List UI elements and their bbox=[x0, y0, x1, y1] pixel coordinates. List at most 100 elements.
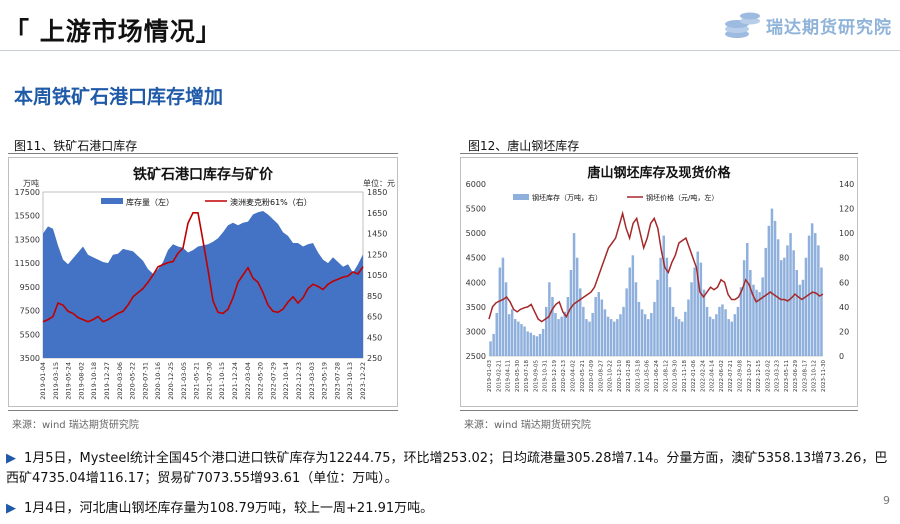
inventory-bar bbox=[625, 288, 628, 356]
inventory-bar bbox=[582, 306, 585, 356]
x-tick: 2020-12-10 bbox=[617, 360, 623, 392]
y-tick-right: 40 bbox=[839, 303, 849, 312]
x-tick: 2022-12-23 bbox=[295, 362, 303, 400]
inventory-bar bbox=[810, 223, 814, 356]
inventory-bar bbox=[749, 270, 752, 356]
x-tick: 2020-08-27 bbox=[598, 360, 604, 392]
y-tick-right: 650 bbox=[367, 313, 382, 322]
figure-1-rule bbox=[8, 153, 398, 154]
x-tick: 2019-03-15 bbox=[52, 362, 60, 400]
x-tick: 2022-10-27 bbox=[747, 360, 753, 392]
y-tick-left: 9500 bbox=[20, 283, 40, 292]
y-tick-right: 450 bbox=[367, 333, 382, 342]
y-tick-left: 15500 bbox=[15, 212, 40, 221]
inventory-bar bbox=[517, 321, 520, 356]
inventory-bar bbox=[690, 282, 693, 356]
inventory-bar bbox=[560, 316, 563, 356]
y-tick-right: 1450 bbox=[367, 230, 387, 239]
inventory-bar bbox=[705, 306, 709, 356]
page-subtitle: 本周铁矿石港口库存增加 bbox=[14, 86, 224, 108]
y-tick-left: 2500 bbox=[466, 352, 486, 361]
x-tick: 2019-12-27 bbox=[103, 362, 111, 400]
figure-1-source: 来源：wind 瑞达期货研究院 bbox=[12, 420, 139, 431]
inventory-bar bbox=[532, 335, 536, 356]
inventory-bar bbox=[523, 326, 526, 356]
inventory-bar bbox=[600, 299, 604, 356]
x-tick: 2021-05-06 bbox=[645, 360, 651, 392]
inventory-bar bbox=[631, 255, 635, 356]
inventory-bar bbox=[535, 336, 539, 356]
inventory-bar bbox=[495, 313, 498, 356]
x-tick: 2021-03-05 bbox=[180, 362, 188, 400]
inventory-bar bbox=[643, 314, 647, 356]
inventory-bar bbox=[566, 297, 570, 356]
section-title: 「 上游市场情况」 bbox=[4, 17, 222, 46]
inventory-bar bbox=[613, 321, 616, 356]
x-tick: 2023-03-23 bbox=[775, 360, 781, 392]
inventory-bar bbox=[597, 292, 600, 356]
y-tick-right: 250 bbox=[367, 354, 382, 363]
inventory-bar bbox=[628, 267, 631, 356]
inventory-bar bbox=[693, 267, 696, 356]
x-tick: 2023-10-13 bbox=[346, 362, 354, 400]
x-tick: 2019-07-18 bbox=[524, 360, 530, 392]
y-tick-left: 5500 bbox=[20, 330, 40, 339]
y-tick-left: 5500 bbox=[466, 205, 486, 214]
y-tick-right: 0 bbox=[839, 352, 844, 361]
x-tick: 2019-01-04 bbox=[39, 362, 47, 400]
x-tick: 2023-06-29 bbox=[793, 360, 799, 392]
right-unit: 单位：元 bbox=[363, 178, 395, 188]
x-tick: 2021-03-18 bbox=[635, 360, 641, 392]
x-tick: 2020-07-09 bbox=[589, 360, 595, 392]
inventory-bar bbox=[507, 314, 511, 356]
chart-billet-svg: 唐山钢坯库存及现货价格 6000 5500 5000 4500 4000 3500 3000 2… bbox=[466, 165, 855, 392]
legend-label-area: 库存量（左） bbox=[126, 197, 174, 207]
inventory-bar bbox=[789, 233, 792, 356]
y-tick-left: 13500 bbox=[15, 235, 40, 244]
inventory-bar bbox=[498, 267, 502, 356]
x-tick: 2022-01-06 bbox=[691, 360, 697, 392]
inventory-bar bbox=[801, 279, 805, 356]
inventory-bar bbox=[575, 257, 579, 356]
inventory-bar bbox=[665, 257, 669, 356]
x-tick: 2022-12-15 bbox=[756, 360, 762, 392]
inventory-bar bbox=[755, 289, 758, 356]
inventory-bar bbox=[780, 260, 783, 356]
x-tick: 2021-09-30 bbox=[673, 360, 679, 392]
x-tick: 2019-02-21 bbox=[496, 360, 502, 392]
inventory-bar bbox=[770, 208, 774, 356]
legend-label-line: 钢坯价格（元/吨，左） bbox=[646, 193, 718, 202]
y-tick-left: 3000 bbox=[466, 327, 486, 336]
inventory-bar bbox=[569, 270, 573, 356]
x-tick: 2019-10-18 bbox=[90, 362, 98, 400]
x-tick: 2019-04-11 bbox=[506, 360, 512, 392]
x-tick: 2021-11-18 bbox=[682, 360, 688, 392]
inventory-bar bbox=[699, 262, 703, 356]
inventory-bar bbox=[715, 314, 718, 356]
y-tick-left: 7500 bbox=[20, 307, 40, 316]
y-tick-left: 4500 bbox=[466, 254, 486, 263]
inventory-bar bbox=[572, 233, 576, 356]
bullet-iron-ore: ▶ 1月5日，Mysteel统计全国45个港口进口铁矿库存为12244.75，环比… bbox=[6, 449, 894, 489]
inventory-bar bbox=[579, 288, 582, 356]
inventory-bar bbox=[721, 304, 724, 356]
inventory-bar bbox=[752, 284, 755, 356]
x-tick: 2021-07-30 bbox=[205, 362, 213, 400]
figure-2-source: 来源：wind 瑞达期货研究院 bbox=[464, 420, 591, 431]
x-tick: 2023-07-28 bbox=[333, 362, 341, 400]
inventory-bar bbox=[622, 306, 625, 356]
inventory-bar bbox=[736, 306, 740, 356]
chart-iron-ore: 铁矿石港口库存与矿价 万吨 单位：元 17500 15500 13500 11500 9500… bbox=[8, 157, 398, 407]
x-tick: 2020-10-22 bbox=[608, 360, 614, 392]
inventory-bar bbox=[798, 284, 802, 356]
x-tick: 2023-05-19 bbox=[321, 362, 329, 400]
inventory-bar bbox=[761, 277, 764, 356]
inventory-bar bbox=[492, 333, 495, 356]
inventory-bar bbox=[545, 306, 548, 356]
inventory-bar bbox=[783, 257, 786, 356]
logo-text: 瑞达期货研究院 bbox=[766, 17, 892, 38]
inventory-bar bbox=[557, 319, 560, 356]
inventory-bar bbox=[792, 250, 795, 356]
y-tick-left: 4000 bbox=[466, 278, 486, 287]
